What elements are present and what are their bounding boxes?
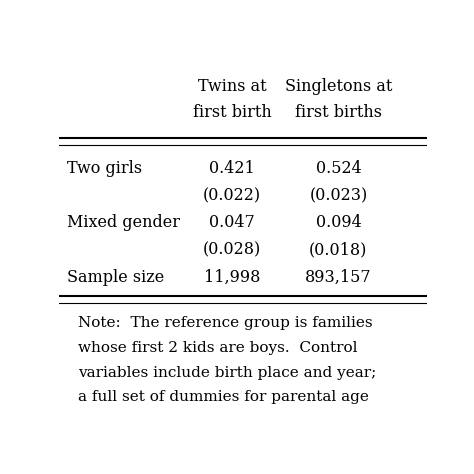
- Text: a full set of dummies for parental age: a full set of dummies for parental age: [78, 391, 368, 404]
- Text: 0.421: 0.421: [209, 160, 255, 177]
- Text: (0.028): (0.028): [203, 242, 261, 259]
- Text: first birth: first birth: [192, 104, 271, 121]
- Text: 11,998: 11,998: [204, 269, 260, 286]
- Text: 0.047: 0.047: [209, 214, 255, 231]
- Text: Twins at: Twins at: [198, 78, 266, 95]
- Text: Two girls: Two girls: [66, 160, 142, 177]
- Text: variables include birth place and year;: variables include birth place and year;: [78, 365, 376, 380]
- Text: 0.524: 0.524: [316, 160, 361, 177]
- Text: (0.018): (0.018): [309, 242, 368, 259]
- Text: first births: first births: [295, 104, 382, 121]
- Text: Singletons at: Singletons at: [285, 78, 392, 95]
- Text: (0.022): (0.022): [203, 187, 261, 204]
- Text: Sample size: Sample size: [66, 269, 164, 286]
- Text: 893,157: 893,157: [305, 269, 372, 286]
- Text: 0.094: 0.094: [316, 214, 361, 231]
- Text: (0.023): (0.023): [310, 187, 367, 204]
- Text: Note:  The reference group is families: Note: The reference group is families: [78, 316, 372, 330]
- Text: whose first 2 kids are boys.  Control: whose first 2 kids are boys. Control: [78, 341, 357, 355]
- Text: Mixed gender: Mixed gender: [66, 214, 180, 231]
